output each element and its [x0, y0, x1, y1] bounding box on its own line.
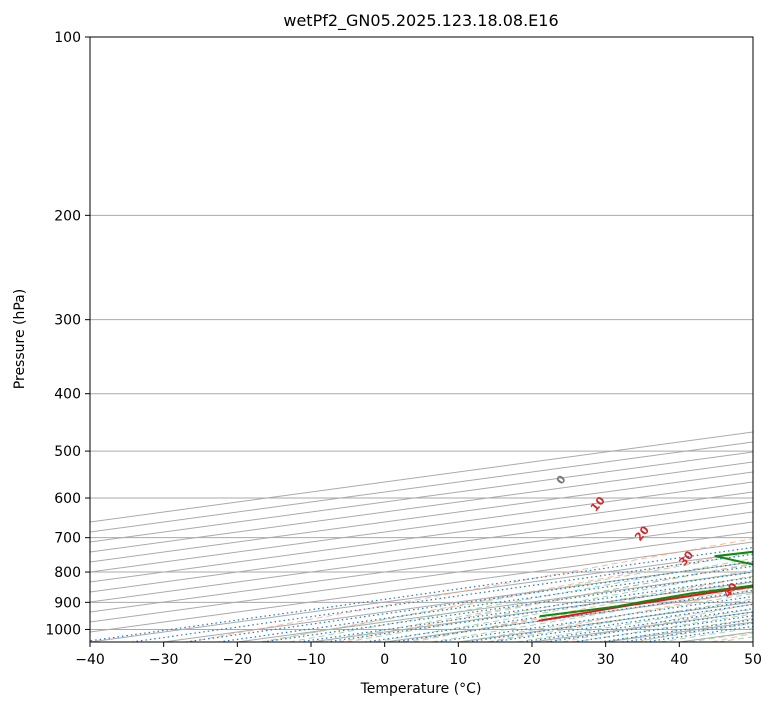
isotherm-line: [90, 481, 753, 573]
y-axis-label: Pressure (hPa): [12, 289, 28, 389]
moist-adiabat-line: [374, 575, 753, 642]
isotherm-line: [90, 511, 753, 603]
temperature-series-line: [538, 585, 753, 622]
y-tick-label: 300: [54, 313, 81, 329]
dry-adiabat-line: [412, 575, 753, 642]
isotherm-line: [90, 531, 753, 623]
isotherm-line: [90, 451, 753, 543]
moist-adiabat-line: [459, 592, 753, 642]
mixing-ratio-line: [185, 561, 753, 642]
x-tick-label: −30: [149, 652, 179, 668]
moist-adiabat-line: [431, 587, 753, 642]
isotherm-line: [90, 541, 753, 633]
moist-adiabat-line: [346, 569, 753, 642]
y-tick-label: 400: [54, 387, 81, 403]
moist-adiabat-line: [573, 613, 753, 642]
y-tick-label: 1000: [45, 622, 81, 638]
isotherm-line: [310, 581, 753, 642]
y-tick-label: 900: [54, 595, 81, 611]
moist-adiabat-line: [544, 608, 753, 642]
mixing-ratio-line: [299, 576, 753, 642]
y-tick-label: 600: [54, 491, 81, 507]
moist-adiabat-line: [689, 631, 753, 642]
y-tick-label: 700: [54, 531, 81, 547]
isotherm-line: [384, 591, 753, 642]
x-tick-label: 50: [744, 652, 762, 668]
isotherm-line: [458, 601, 753, 642]
x-tick-label: 40: [670, 652, 688, 668]
dry-adiabat-line: [338, 562, 753, 642]
x-axis-label: Temperature (°C): [360, 681, 482, 697]
x-tick-label: −20: [223, 652, 253, 668]
moist-adiabat-line: [289, 557, 753, 642]
moist-adiabat-label: 10: [588, 494, 608, 514]
x-tick-label: 20: [523, 652, 541, 668]
moist-adiabat-line: [516, 603, 753, 642]
isotherm-line: [531, 611, 753, 642]
chart-title: wetPf2_GN05.2025.123.18.08.E16: [283, 11, 558, 31]
isotherm-line: [90, 491, 753, 583]
moist-adiabat-line: [260, 552, 753, 642]
plot-frame: [89, 36, 754, 643]
y-tick-label: 800: [54, 565, 81, 581]
y-axis-ticks: 1000 900 800 700 600 500 400 300 200 100: [45, 30, 90, 638]
dry-adiabat-line: [188, 538, 753, 642]
mixing-ratio-line: [599, 619, 753, 642]
isopleth-labels: -100-90-80-70-60-50-40-30-20-100.10.20.4…: [554, 473, 741, 601]
moist-adiabat-label: 0: [554, 473, 569, 487]
y-tick-label: 500: [54, 444, 81, 460]
series-group: [538, 550, 753, 622]
mixing-ratio-line: [131, 553, 753, 642]
isotherm-line: [90, 521, 753, 613]
x-tick-label: 30: [597, 652, 615, 668]
moist-adiabat-line: [317, 563, 753, 642]
moist-adiabat-label: 30: [676, 548, 696, 568]
moist-adiabat-line: [660, 627, 753, 642]
mixing-ratio-line: [262, 571, 753, 642]
isotherm-line: [90, 461, 753, 553]
isotherm-line: [90, 551, 753, 642]
x-axis-ticks: −40 −30 −20 −10 0 10 20 30 40 50: [75, 642, 762, 668]
isotherm-line: [90, 501, 753, 593]
x-tick-label: −40: [75, 652, 105, 668]
isotherm-line: [679, 631, 753, 642]
dewpoint-series-line: [539, 550, 753, 618]
x-tick-label: 0: [380, 652, 389, 668]
moist-adiabat-line: [718, 636, 753, 642]
mixing-ratio-line: [218, 565, 753, 642]
isotherm-line: [90, 471, 753, 563]
isotherm-line: [752, 641, 753, 642]
dry-adiabat-line: [636, 617, 753, 642]
dry-adiabat-line: [562, 603, 753, 642]
x-tick-label: 10: [449, 652, 467, 668]
x-tick-label: −10: [296, 652, 326, 668]
y-tick-label: 200: [54, 208, 81, 224]
background-lines: [90, 37, 753, 642]
dry-adiabat-line: [263, 550, 753, 642]
dry-adiabat-line: [711, 632, 753, 642]
y-tick-label: 100: [54, 30, 81, 46]
moist-adiabat-line: [487, 598, 753, 642]
moist-adiabat-label: 40: [721, 580, 741, 600]
dry-adiabat-line: [487, 589, 753, 642]
